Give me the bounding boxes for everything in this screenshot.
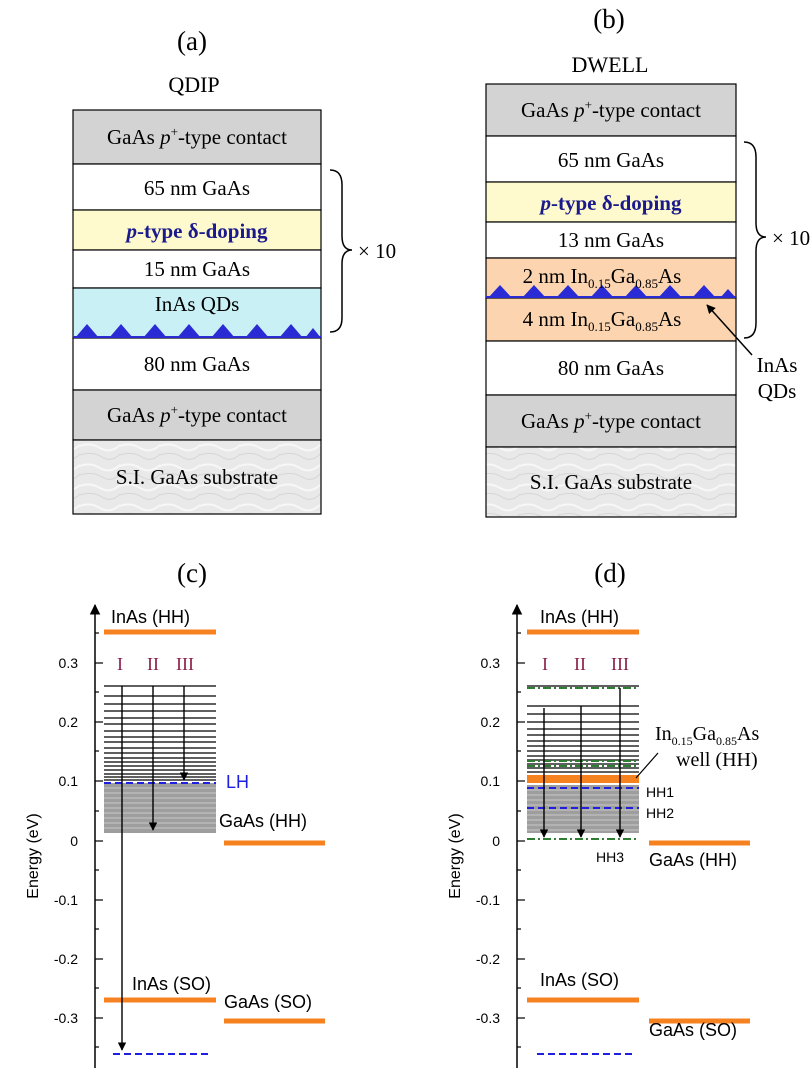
tick-label: 0 — [70, 833, 78, 849]
tick-label: -0.2 — [476, 951, 500, 967]
tick-label: -0.1 — [476, 892, 500, 908]
tick-label: 0.1 — [481, 773, 501, 789]
tick-label: -0.3 — [54, 1010, 78, 1026]
label-well-hh: well (HH) — [676, 749, 758, 771]
label-inas-hh: InAs (HH) — [540, 607, 619, 627]
layer-65nm — [485, 135, 737, 183]
layer-15nm — [72, 249, 322, 289]
label-transition-I: I — [542, 654, 548, 674]
qd-dots — [73, 324, 321, 338]
layer-label-contact-top: GaAs p+-type contact — [107, 124, 287, 149]
y-ticks — [95, 632, 103, 1048]
panel-c-label: (c) — [177, 558, 207, 588]
label-hh2: HH2 — [646, 805, 674, 821]
bound-states — [104, 685, 216, 781]
layer-13nm — [485, 221, 737, 259]
label-lh: LH — [226, 772, 249, 792]
y-tick-labels: 0.3 0.2 0.1 0 -0.1 -0.2 -0.3 — [476, 655, 500, 1026]
label-transition-II: II — [574, 654, 586, 674]
y-tick-labels: 0.3 0.2 0.1 0 -0.1 -0.2 -0.3 — [54, 655, 78, 1026]
layer-2nm-ingaas — [485, 257, 737, 299]
layer-label-contact-top: GaAs p+-type contact — [521, 97, 701, 122]
label-gaas-so: GaAs (SO) — [649, 1020, 737, 1040]
layer-label-substrate: S.I. GaAs substrate — [530, 470, 692, 494]
layer-contact-top — [72, 109, 322, 165]
layer-label-delta-doping: p-type δ-doping — [538, 191, 682, 215]
y-ticks — [517, 632, 525, 1048]
layer-label-80nm: 80 nm GaAs — [144, 352, 250, 376]
label-inas-so: InAs (SO) — [132, 974, 211, 994]
y-axis-label: Energy (eV) — [25, 813, 42, 898]
panel-c: (c) 0.3 0.2 0.1 0 -0.1 -0.2 -0.3 Energy … — [25, 558, 325, 1068]
layer-label-65nm: 65 nm GaAs — [558, 148, 664, 172]
layer-label-15nm: 15 nm GaAs — [144, 257, 250, 281]
layer-80nm — [72, 337, 322, 391]
label-gaas-so: GaAs (SO) — [224, 992, 312, 1012]
tick-label: -0.2 — [54, 951, 78, 967]
qd-dots — [486, 285, 736, 298]
layer-label-substrate: S.I. GaAs substrate — [116, 465, 278, 489]
qd-callout-line1: InAs — [757, 353, 798, 377]
label-transition-I: I — [117, 654, 123, 674]
layer-label-65nm: 65 nm GaAs — [144, 176, 250, 200]
tick-label: 0.3 — [481, 655, 501, 671]
qd-callout-arrow — [706, 304, 753, 356]
layer-substrate — [72, 439, 322, 515]
layer-label-13nm: 13 nm GaAs — [558, 228, 664, 252]
well-pointer — [635, 752, 659, 779]
panel-a: (a) QDIP — [72, 26, 396, 515]
panel-a-title: QDIP — [168, 72, 219, 97]
dwell-stack: GaAs p+-type contact 65 nm GaAs p-type δ… — [485, 83, 737, 518]
panel-a-label: (a) — [177, 26, 207, 56]
panel-d-label: (d) — [594, 558, 625, 588]
tick-label: 0.3 — [59, 655, 79, 671]
tick-label: 0 — [492, 833, 500, 849]
layer-4nm-ingaas — [485, 297, 737, 342]
label-gaas-hh: GaAs (HH) — [219, 811, 307, 831]
qdip-stack: GaAs p+-type contact 65 nm GaAs p-type δ… — [72, 109, 322, 515]
layer-label-inas-qds: InAs QDs — [155, 292, 240, 316]
panel-b-title: DWELL — [572, 52, 649, 77]
layer-label-contact-bottom: GaAs p+-type contact — [107, 402, 287, 427]
tick-label: 0.1 — [59, 773, 79, 789]
panel-b: (b) DWELL GaAs — [485, 4, 810, 518]
layer-substrate — [485, 446, 737, 518]
y-axis-label: Energy (eV) — [447, 813, 464, 898]
panel-b-label: (b) — [593, 4, 624, 34]
layer-label-contact-bottom: GaAs p+-type contact — [521, 408, 701, 433]
label-gaas-hh: GaAs (HH) — [649, 850, 737, 870]
layer-contact-top — [485, 83, 737, 137]
repeat-label-a: × 10 — [358, 239, 396, 263]
layer-65nm — [72, 163, 322, 211]
label-hh1: HH1 — [646, 784, 674, 800]
layer-label-delta-doping: p-type δ-doping — [124, 219, 268, 243]
tick-label: -0.3 — [476, 1010, 500, 1026]
layer-contact-bottom — [485, 394, 737, 448]
label-transition-III: III — [176, 654, 194, 674]
repeat-brace-a — [329, 169, 353, 333]
label-hh3: HH3 — [596, 849, 624, 865]
layer-delta-doping — [485, 181, 737, 223]
layer-delta-doping — [72, 209, 322, 251]
label-ingaas-well: In0.15Ga0.85As — [655, 723, 759, 748]
label-inas-so: InAs (SO) — [540, 970, 619, 990]
tick-label: 0.2 — [481, 714, 501, 730]
panel-d: (d) 0.3 0.2 0.1 0 -0.1 -0.2 -0.3 Energy … — [447, 558, 759, 1068]
label-inas-hh: InAs (HH) — [111, 607, 190, 627]
repeat-brace-b — [743, 141, 767, 339]
qd-callout-line2: QDs — [758, 379, 797, 403]
label-transition-II: II — [147, 654, 159, 674]
repeat-label-b: × 10 — [772, 226, 810, 250]
tick-label: 0.2 — [59, 714, 79, 730]
label-transition-III: III — [611, 654, 629, 674]
tick-label: -0.1 — [54, 892, 78, 908]
layer-80nm — [485, 340, 737, 396]
layer-label-80nm: 80 nm GaAs — [558, 356, 664, 380]
